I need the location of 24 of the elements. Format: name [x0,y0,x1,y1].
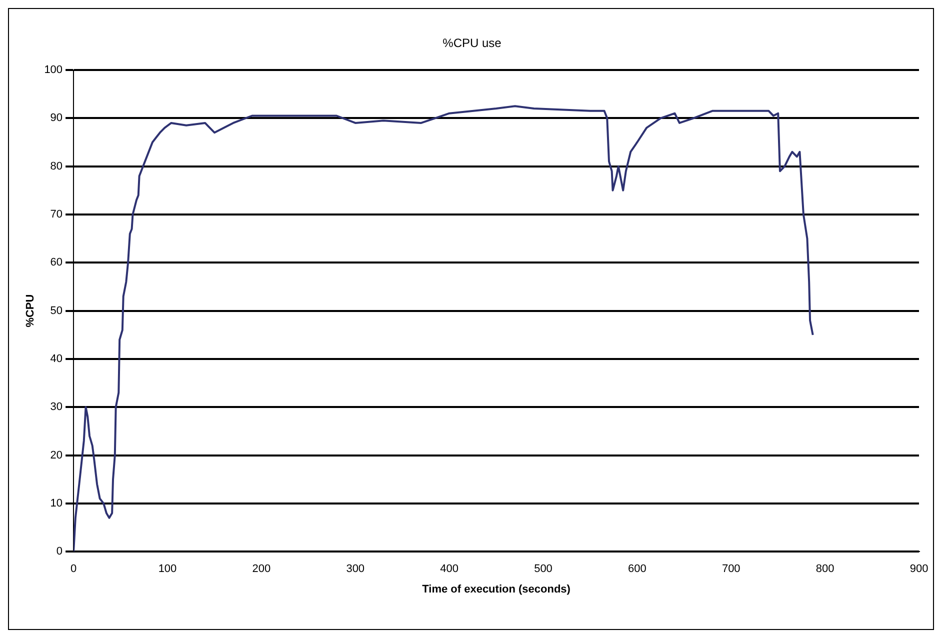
y-tick-label: 50 [50,304,63,317]
y-tick-label: 30 [50,401,63,414]
x-tick-label: 600 [628,563,646,576]
x-tick-label: 800 [816,563,834,576]
x-axis-title: Time of execution (seconds) [422,583,571,596]
y-tick-label: 80 [50,160,63,172]
y-tick-label: 100 [44,64,63,76]
x-tick-label: 0 [70,563,77,576]
x-tick-label: 100 [158,563,177,576]
y-tick-label: 70 [50,208,63,221]
x-tick-label: 500 [534,563,552,576]
y-axis-title: %CPU [24,294,37,328]
x-tick-label: 700 [722,563,740,576]
y-tick-label: 20 [50,449,63,462]
y-tick-label: 0 [56,546,63,558]
y-tick-label: 90 [50,112,63,124]
x-tick-label: 900 [910,563,928,576]
x-tick-label: 300 [346,563,365,576]
y-tick-label: 60 [50,256,63,269]
y-tick-label: 40 [50,352,63,365]
chart-title: %CPU use [442,36,502,50]
y-tick-label: 10 [50,497,63,510]
x-tick-label: 200 [252,563,271,576]
x-tick-label: 400 [440,563,458,576]
